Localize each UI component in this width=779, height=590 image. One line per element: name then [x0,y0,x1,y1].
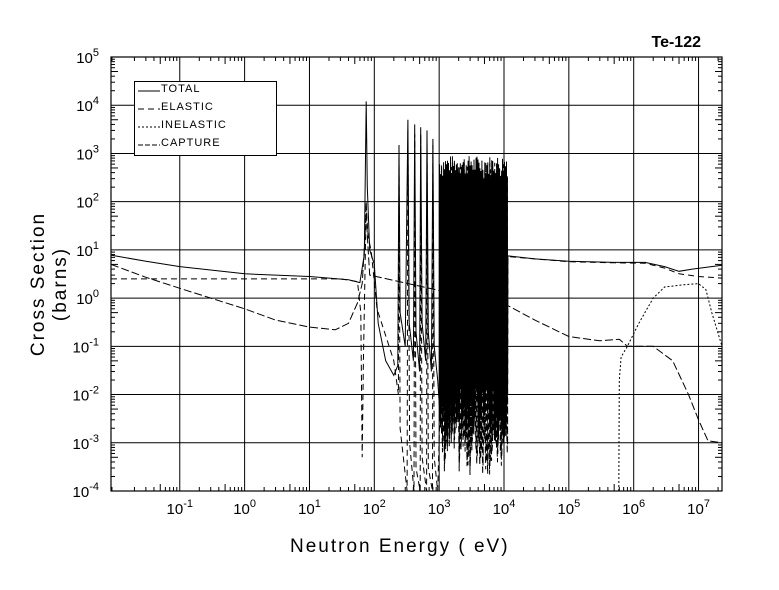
legend-item-elastic: ELASTIC [135,100,275,118]
legend-swatch-capture [138,144,160,146]
x-tick-label: 106 [622,498,645,518]
y-tick-label: 10-1 [73,336,99,356]
y-tick-label: 102 [76,192,99,212]
x-tick-label: 104 [493,498,516,518]
legend-label-inelastic: INELASTIC [161,119,227,131]
legend-item-capture: CAPTURE [135,136,275,154]
y-tick-label: 103 [76,143,99,163]
legend-label-elastic: ELASTIC [161,101,214,113]
y-tick-label: 101 [76,240,99,260]
y-axis-label: Cross Section (barns) [28,211,71,357]
legend-swatch-total [138,90,160,92]
legend-swatch-elastic [138,108,160,110]
x-tick-label: 103 [428,498,451,518]
series-elastic [111,130,723,492]
chart-title: Te-122 [651,34,701,51]
series-inelastic [618,283,723,492]
series-capture [110,201,723,444]
x-tick-label: 105 [557,498,580,518]
y-tick-label: 10-3 [73,433,99,453]
x-tick-label: 102 [363,498,386,518]
y-tick-label: 10-2 [73,385,99,405]
plot-frame [110,56,723,492]
legend-swatch-inelastic [138,126,160,128]
x-tick-label: 107 [687,498,710,518]
x-axis-label: Neutron Energy ( eV) [290,536,510,557]
legend-label-total: TOTAL [161,83,201,95]
x-tick-label: 100 [233,498,256,518]
y-tick-label: 10-4 [73,481,99,501]
x-tick-label: 10-1 [167,498,193,518]
y-tick-label: 105 [76,47,99,67]
legend: TOTAL ELASTIC INELASTIC CAPTURE [134,81,277,156]
legend-item-inelastic: INELASTIC [135,118,275,136]
legend-label-capture: CAPTURE [161,137,221,149]
x-tick-label: 101 [298,498,321,518]
legend-item-total: TOTAL [135,82,275,100]
y-tick-label: 104 [76,95,99,115]
y-tick-label: 100 [76,288,99,308]
